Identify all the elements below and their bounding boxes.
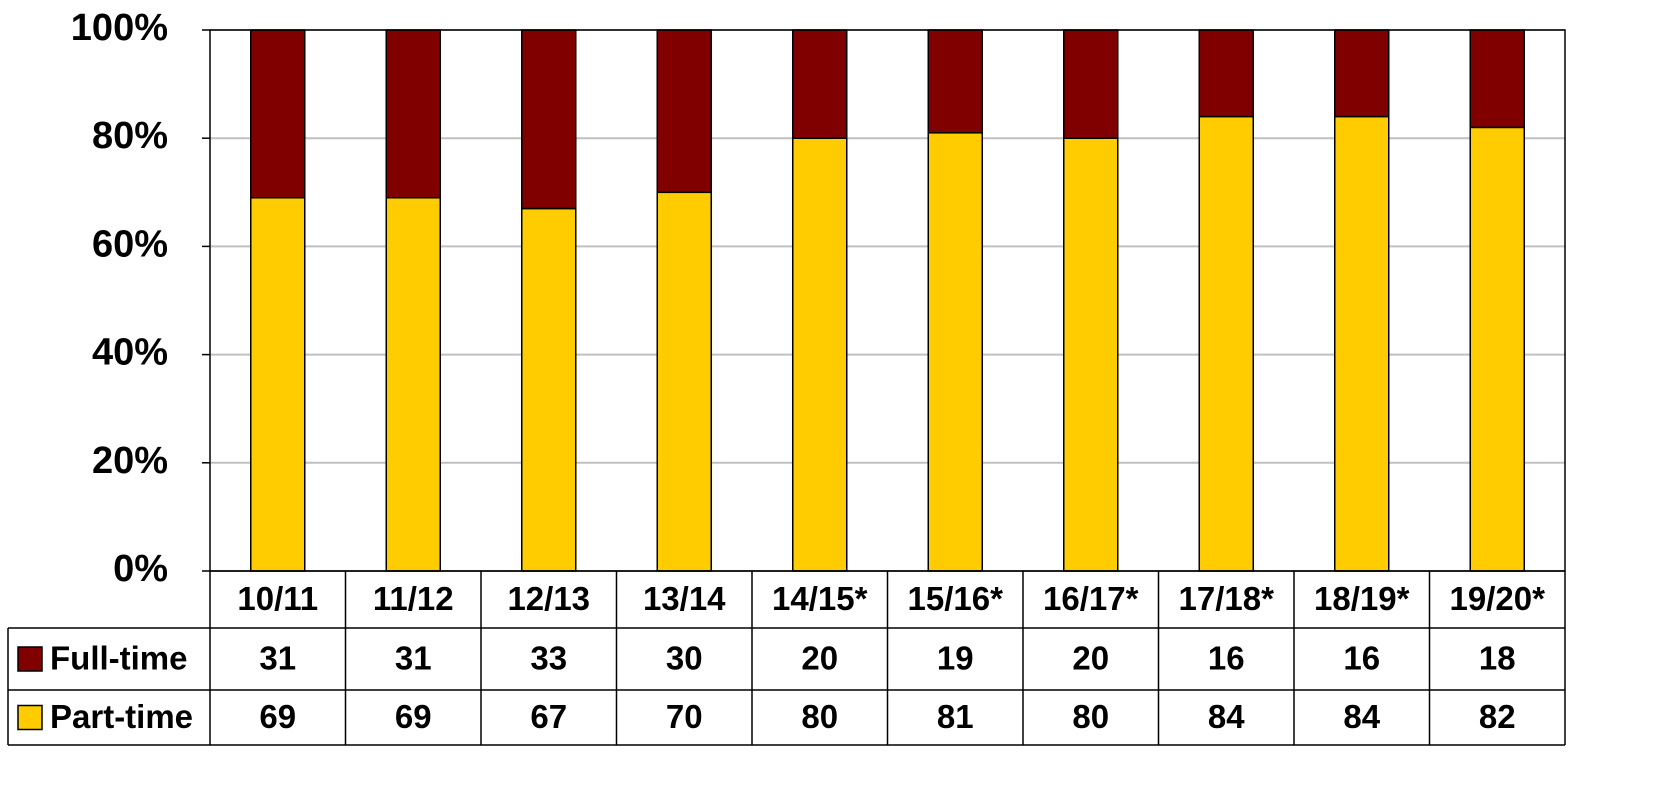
x-tick-label: 18/19* bbox=[1314, 580, 1410, 617]
bar-segment bbox=[250, 29, 306, 199]
table-value: 16 bbox=[1208, 640, 1245, 677]
x-tick-label: 14/15* bbox=[772, 580, 868, 617]
bar-segment bbox=[250, 196, 306, 572]
table-value: 81 bbox=[937, 698, 974, 735]
legend-swatch bbox=[17, 646, 43, 672]
bar-segment bbox=[1334, 29, 1390, 118]
table-value: 67 bbox=[530, 698, 567, 735]
x-tick-label: 13/14 bbox=[643, 580, 726, 617]
bar-segment bbox=[1063, 29, 1119, 139]
bar-segment bbox=[385, 196, 441, 572]
bar-segment bbox=[1198, 29, 1254, 118]
x-tick-label: 16/17* bbox=[1043, 580, 1139, 617]
table-value: 18 bbox=[1479, 640, 1516, 677]
table-value: 84 bbox=[1208, 698, 1245, 735]
table-value: 69 bbox=[395, 698, 432, 735]
table-value: 30 bbox=[666, 640, 703, 677]
legend-label: Part-time bbox=[50, 698, 193, 735]
bar-segment bbox=[1469, 126, 1525, 572]
x-tick-label: 17/18* bbox=[1179, 580, 1275, 617]
table-value: 80 bbox=[801, 698, 838, 735]
x-tick-label: 19/20* bbox=[1450, 580, 1546, 617]
table-value: 84 bbox=[1343, 698, 1380, 735]
bar-segment bbox=[792, 29, 848, 139]
x-tick-label: 15/16* bbox=[908, 580, 1004, 617]
table-value: 20 bbox=[1072, 640, 1109, 677]
bar-segment bbox=[927, 132, 983, 572]
table-value: 19 bbox=[937, 640, 974, 677]
table-value: 16 bbox=[1343, 640, 1380, 677]
bar-segment bbox=[656, 191, 712, 572]
table-value: 20 bbox=[801, 640, 838, 677]
bar-segment bbox=[385, 29, 441, 199]
bar-segment bbox=[927, 29, 983, 134]
y-tick-label: 100% bbox=[71, 7, 168, 49]
table-value: 69 bbox=[259, 698, 296, 735]
legend-swatch bbox=[17, 704, 43, 731]
bar-segment bbox=[1063, 137, 1119, 572]
x-tick-label: 12/13 bbox=[507, 580, 590, 617]
y-tick-label: 20% bbox=[92, 440, 168, 482]
bar-segment bbox=[1334, 115, 1390, 572]
bar-segment bbox=[1469, 29, 1525, 129]
y-tick-label: 80% bbox=[92, 115, 168, 157]
x-tick-label: 10/11 bbox=[237, 580, 318, 617]
bar-segment bbox=[656, 29, 712, 194]
table-value: 31 bbox=[395, 640, 432, 677]
table-value: 33 bbox=[530, 640, 567, 677]
y-tick-label: 40% bbox=[92, 332, 168, 374]
bar-segment bbox=[521, 29, 577, 210]
table-value: 80 bbox=[1072, 698, 1109, 735]
bar-segment bbox=[521, 207, 577, 572]
table-value: 82 bbox=[1479, 698, 1516, 735]
x-tick-label: 11/12 bbox=[373, 580, 454, 617]
table-value: 70 bbox=[666, 698, 703, 735]
table-value: 31 bbox=[259, 640, 296, 677]
bar-segment bbox=[1198, 115, 1254, 572]
bar-segment bbox=[792, 137, 848, 572]
legend-label: Full-time bbox=[50, 640, 188, 677]
y-tick-label: 0% bbox=[113, 548, 168, 590]
y-tick-label: 60% bbox=[92, 223, 168, 265]
